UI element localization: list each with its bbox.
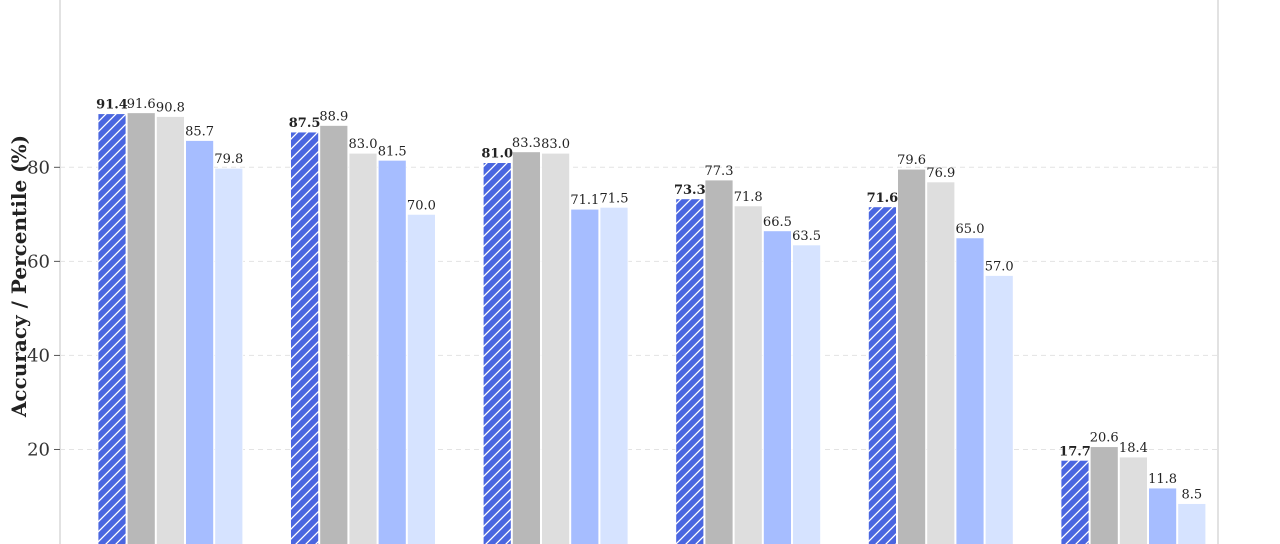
data-label: 85.7 (185, 124, 214, 139)
data-label: 81.0 (481, 147, 513, 162)
bar (704, 179, 734, 544)
bar (185, 140, 215, 544)
data-label: 73.3 (674, 183, 706, 198)
data-label: 87.5 (289, 116, 321, 131)
bar (1089, 446, 1119, 544)
gridlines (60, 166, 1218, 450)
bar (319, 125, 349, 544)
bar (348, 152, 378, 544)
data-label: 83.0 (349, 137, 378, 152)
y-axis-ticks: 20 40 60 80 (27, 157, 60, 460)
bar (290, 131, 320, 544)
data-label: 17.7 (1059, 444, 1091, 459)
bar (792, 244, 821, 544)
data-label: 90.8 (156, 101, 185, 116)
bars (97, 112, 1207, 544)
data-label: 57.0 (985, 259, 1014, 274)
data-label: 63.5 (792, 229, 821, 244)
bar (897, 168, 926, 544)
y-tick-label: 80 (27, 157, 50, 178)
bar (599, 206, 629, 544)
data-label: 70.0 (407, 198, 436, 213)
data-label: 71.5 (600, 191, 629, 206)
data-label: 20.6 (1090, 431, 1119, 446)
bar (406, 213, 436, 544)
data-label: 65.0 (956, 222, 985, 237)
bar (1177, 503, 1207, 544)
bar (512, 151, 541, 544)
data-label: 81.5 (378, 144, 407, 159)
y-tick-label: 20 (27, 439, 50, 460)
bar (868, 206, 897, 544)
data-label: 91.4 (96, 98, 128, 113)
bar (926, 181, 956, 544)
data-label: 83.0 (541, 137, 570, 152)
data-label: 77.3 (705, 164, 734, 179)
bar (377, 159, 407, 544)
data-label: 71.1 (570, 193, 599, 208)
bar (733, 205, 763, 544)
bar (675, 198, 705, 544)
data-label: 71.8 (734, 190, 763, 205)
data-label: 76.9 (926, 166, 955, 181)
data-label: 18.4 (1119, 441, 1148, 456)
bar (1148, 487, 1177, 544)
bar (984, 275, 1014, 544)
bar (155, 116, 185, 544)
plot-frame (59, 0, 1219, 544)
data-label: 79.8 (214, 152, 243, 167)
data-label: 91.6 (127, 97, 156, 112)
bar (570, 208, 600, 544)
bar (1119, 456, 1148, 544)
bar (541, 152, 570, 544)
data-label: 88.9 (319, 109, 348, 124)
data-label: 11.8 (1148, 472, 1177, 487)
y-tick-label: 40 (27, 345, 50, 366)
y-axis-label: Accuracy / Percentile (%) (7, 135, 31, 418)
bar (97, 113, 127, 544)
bar (763, 230, 792, 544)
data-label: 71.6 (867, 191, 899, 206)
data-label: 79.6 (897, 153, 926, 168)
data-label: 66.5 (763, 215, 792, 230)
data-label: 83.3 (512, 136, 541, 151)
bar (214, 167, 244, 544)
bar (482, 162, 512, 544)
y-tick-label: 60 (27, 251, 50, 272)
bar (955, 237, 985, 544)
data-labels: 91.491.6 90.885.779.887.588.983.0 81.570.0… (96, 97, 1202, 503)
bar (126, 112, 156, 544)
bar (1060, 459, 1090, 544)
data-label: 8.5 (1181, 488, 1202, 503)
